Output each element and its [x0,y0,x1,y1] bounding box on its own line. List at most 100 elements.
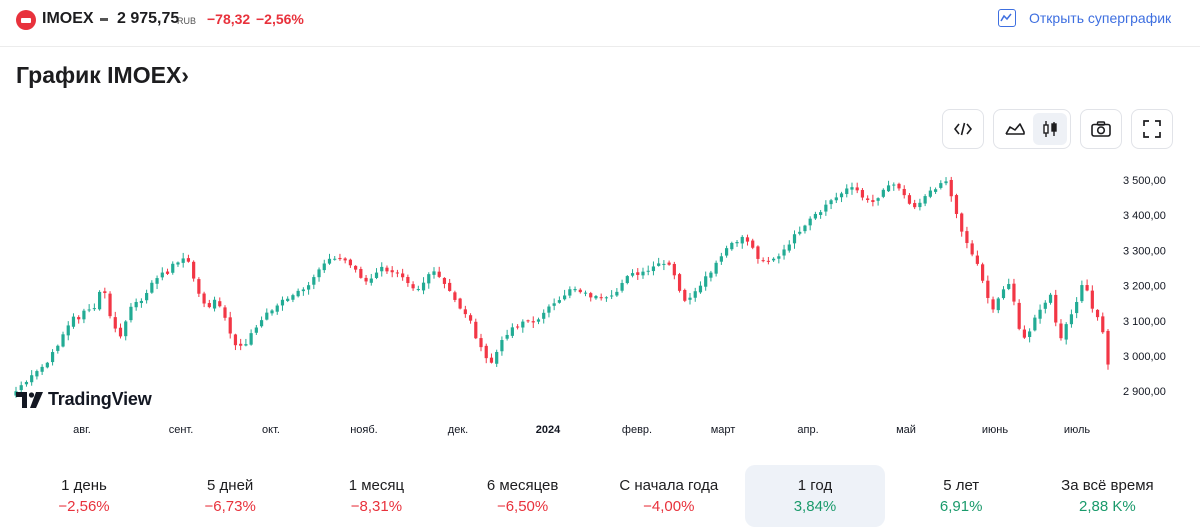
candle [777,253,781,264]
y-tick-label: 3 400,00 [1123,210,1166,222]
candle [1080,280,1084,303]
candle [223,305,227,321]
candle [1001,286,1006,300]
y-tick-label: 2 900,00 [1123,386,1166,398]
candle [991,296,995,313]
candle [599,293,603,301]
embed-button[interactable] [942,109,984,149]
candle [688,292,692,305]
period-1[interactable]: 5 дней −6,73% [160,465,300,527]
candlestick-button[interactable] [1033,113,1067,145]
open-superchart-link[interactable]: Открыть суперграфик [998,9,1171,27]
candle [552,298,556,311]
candle [568,286,572,299]
period-3[interactable]: 6 месяцев −6,50% [453,465,593,527]
candle [369,273,373,286]
candle [1038,304,1042,324]
candle [244,338,248,347]
tradingview-watermark[interactable]: TradingView [16,389,152,410]
candle [913,199,917,210]
candle [176,261,180,267]
candle [1022,325,1027,339]
period-5[interactable]: 1 год 3,84% [745,465,885,527]
candle [265,308,269,321]
candle [333,255,337,261]
open-superchart-label: Открыть суперграфик [1029,10,1172,26]
candle [92,303,96,311]
candle [928,186,932,199]
candle [390,266,394,278]
y-tick-label: 3 500,00 [1123,175,1166,187]
candle [416,285,420,292]
y-tick-label: 3 200,00 [1123,281,1166,293]
period-label: 5 лет [943,477,980,494]
candle [484,343,488,364]
candle [625,275,629,285]
x-tick-label: сент. [169,424,194,436]
candlestick-chart[interactable]: 3 500,00 3 400,00 3 300,00 3 200,00 3 100,00… [0,160,1200,450]
candle [192,260,196,282]
period-4[interactable]: С начала года −4,00% [599,465,739,527]
period-2[interactable]: 1 месяц −8,31% [306,465,446,527]
period-value: 2,88 K% [1079,498,1136,515]
x-tick-label: июль [1064,424,1091,436]
candle [907,193,912,205]
screenshot-button[interactable] [1080,109,1122,149]
candle [672,261,676,280]
candle [82,308,86,324]
candle [902,185,906,199]
chart-icon [998,9,1016,27]
candle [651,261,656,276]
y-tick-label: 3 300,00 [1123,245,1166,257]
candle [35,369,39,380]
candle [1095,309,1100,321]
y-tick-label: 3 000,00 [1123,351,1166,363]
candle [312,274,316,290]
candle [573,286,577,293]
candle [291,293,295,303]
period-label: За всё время [1061,477,1154,494]
candle [745,234,750,246]
candle [1048,292,1053,305]
fullscreen-button[interactable] [1131,109,1173,149]
candle [354,265,358,273]
candle [761,257,765,263]
ticker-name[interactable]: IMOEX [42,10,94,27]
candle [933,187,938,194]
candle [578,288,582,294]
period-6[interactable]: 5 лет 6,91% [891,465,1031,527]
ticker-price: 2 975,75 [117,10,180,27]
x-tick-label: март [711,424,736,436]
candle [839,191,844,203]
candle [834,192,838,204]
tradingview-logo-icon [16,391,43,408]
candle [986,275,990,304]
area-chart-button[interactable] [998,113,1032,145]
period-7[interactable]: За всё время 2,88 K% [1037,465,1177,527]
period-0[interactable]: 1 день −2,56% [14,465,154,527]
candle [103,287,107,299]
candle [772,257,776,262]
candle [306,281,311,295]
candle [949,176,953,202]
period-value: 6,91% [939,498,983,515]
candle [798,226,802,236]
period-value: −2,56% [58,498,110,515]
candle [453,290,457,303]
candle [165,268,170,276]
candle [871,194,875,207]
candle [829,198,833,210]
period-selector: 1 день −2,56% 5 дней −6,73% 1 месяц −8,31% 6 м… [14,465,1186,527]
period-label: 5 дней [207,477,254,494]
page-title[interactable]: График IMOEX› [16,62,189,89]
candle [677,272,682,293]
candle [787,240,791,253]
candle [819,209,823,219]
candle [432,267,436,279]
chevron-right-icon: › [181,62,189,88]
y-axis: 3 500,00 3 400,00 3 300,00 3 200,00 3 100,00… [1123,175,1166,398]
candles [14,176,1110,398]
candle [71,313,76,329]
candle [615,288,619,297]
candle [610,290,614,300]
